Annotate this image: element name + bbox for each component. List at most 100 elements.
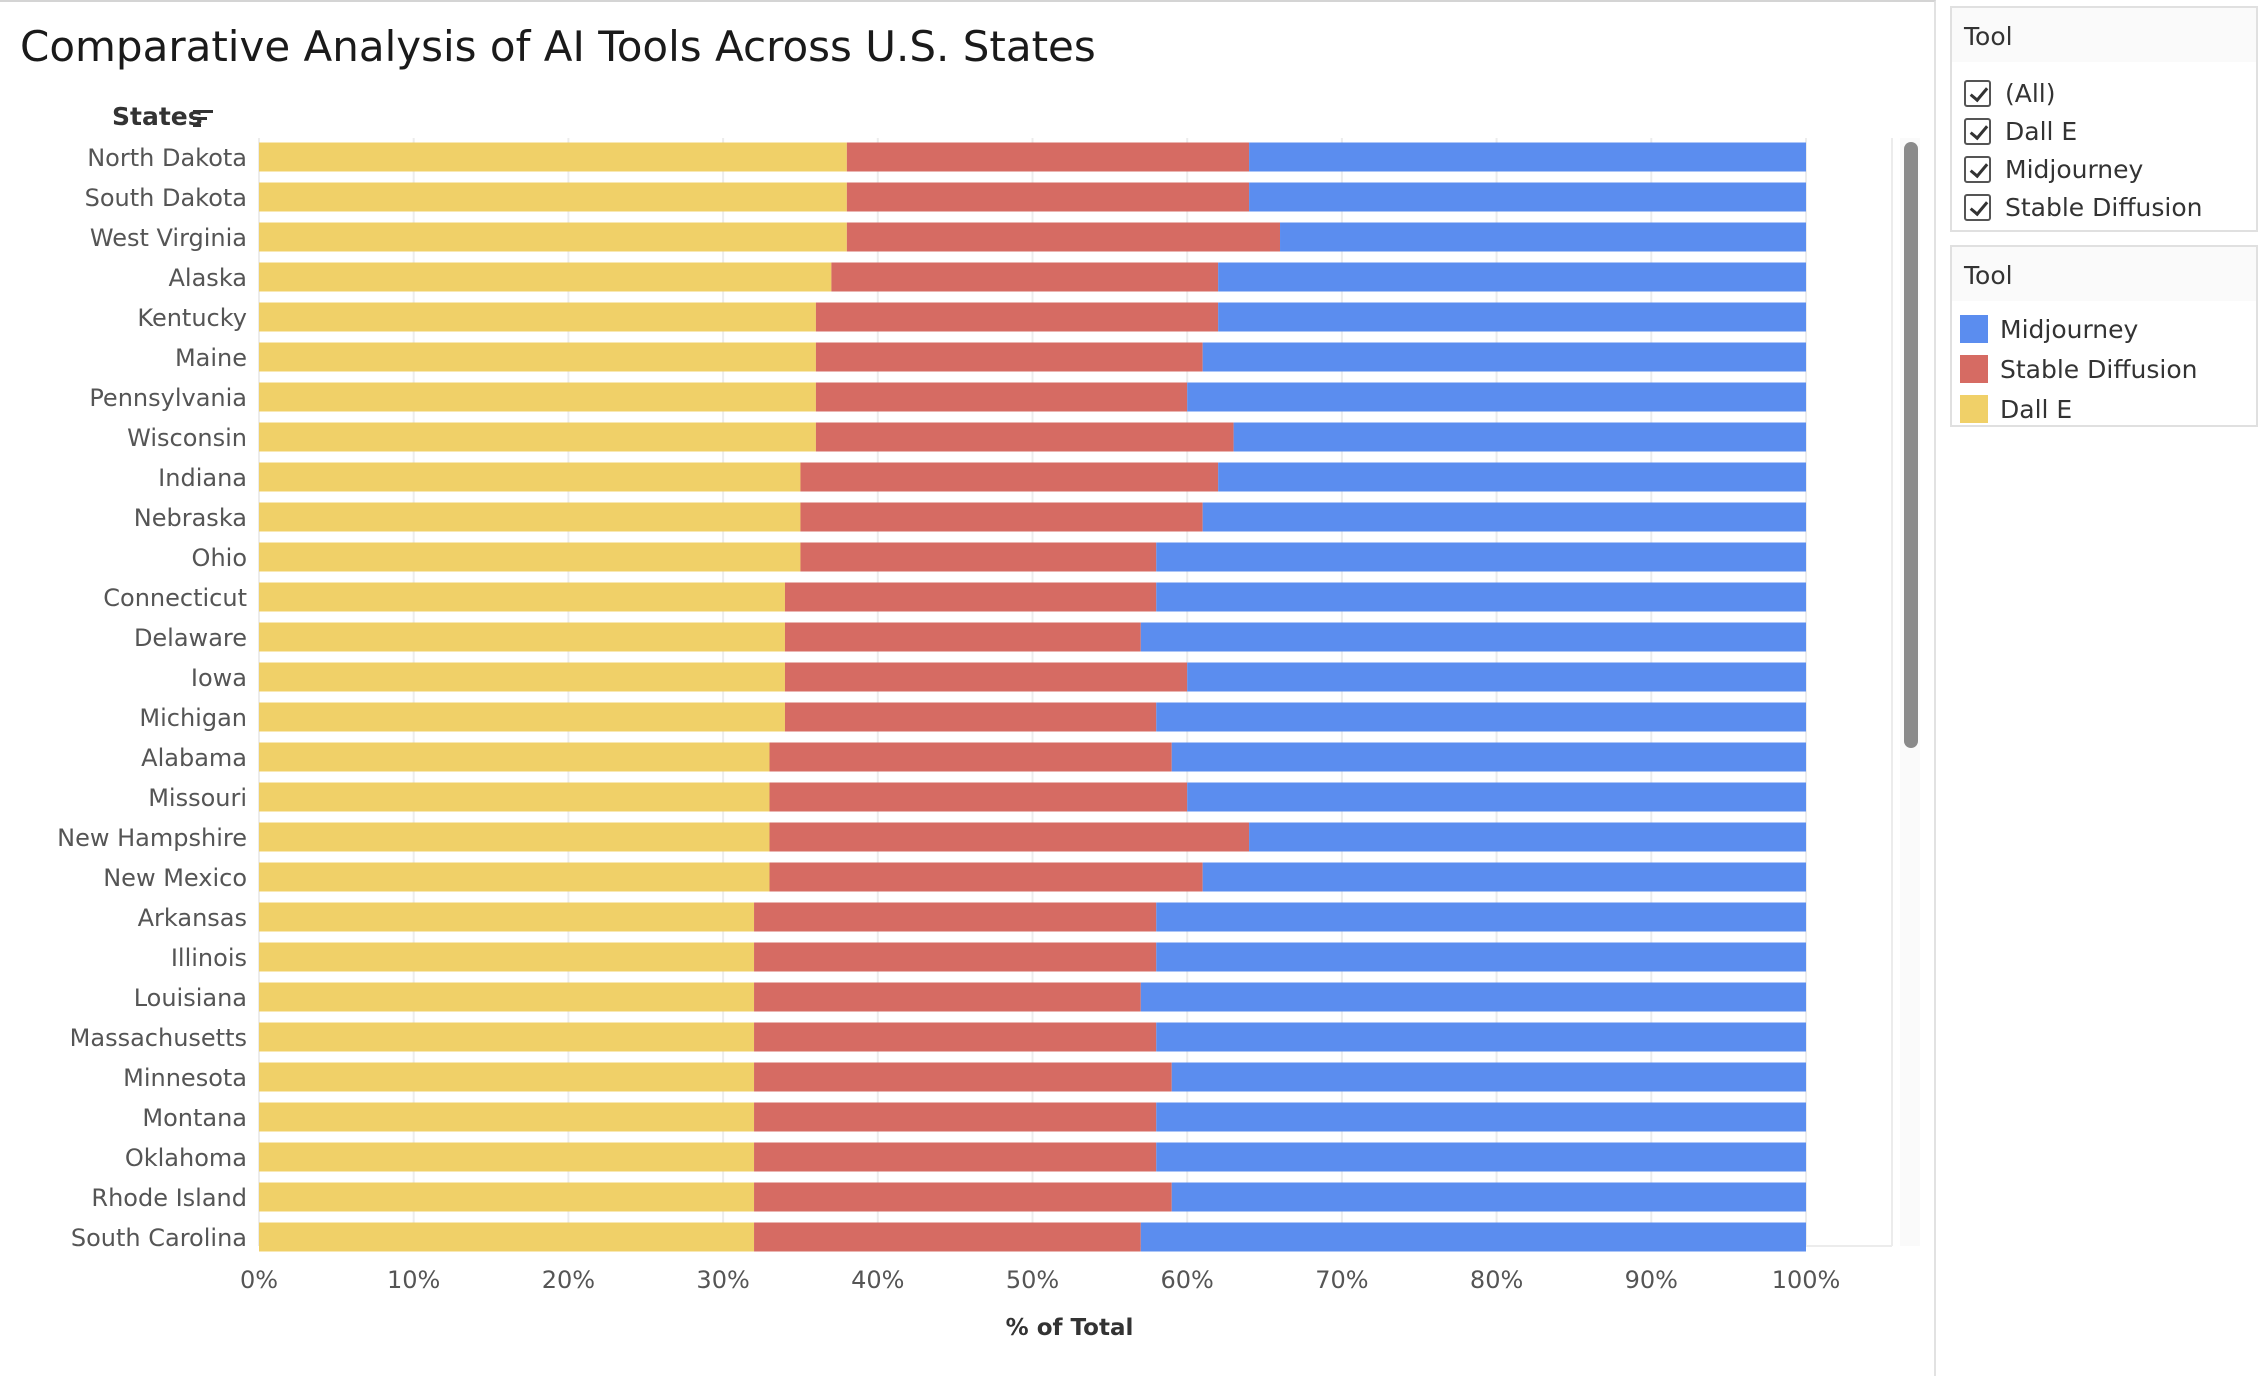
bar-segment[interactable] xyxy=(259,942,755,972)
bar-segment[interactable] xyxy=(846,142,1250,172)
row-field-header[interactable]: States xyxy=(112,102,203,131)
bar-segment[interactable] xyxy=(769,742,1172,772)
state-label[interactable]: Pennsylvania xyxy=(89,384,247,412)
bar-segment[interactable] xyxy=(1202,342,1806,372)
checkbox-checked-icon[interactable] xyxy=(1964,117,1991,145)
bar-segment[interactable] xyxy=(259,702,785,732)
bar-segment[interactable] xyxy=(754,982,1141,1012)
bar-segment[interactable] xyxy=(259,622,785,652)
state-label[interactable]: Delaware xyxy=(134,624,247,652)
state-label[interactable]: Iowa xyxy=(191,664,247,692)
bar-segment[interactable] xyxy=(1156,942,1806,972)
bar-segment[interactable] xyxy=(754,942,1157,972)
bar-segment[interactable] xyxy=(1218,462,1806,492)
filter-option-all[interactable]: (All) xyxy=(1952,74,2256,112)
state-label[interactable]: Ohio xyxy=(192,544,247,572)
state-label[interactable]: Wisconsin xyxy=(127,424,247,452)
bar-segment[interactable] xyxy=(815,302,1219,332)
state-label[interactable]: West Virginia xyxy=(90,224,247,252)
filter-option-midjourney[interactable]: Midjourney xyxy=(1952,150,2256,188)
bar-segment[interactable] xyxy=(259,582,785,612)
bar-segment[interactable] xyxy=(800,462,1219,492)
legend-item-dall-e[interactable]: Dall E xyxy=(1952,389,2256,429)
bar-segment[interactable] xyxy=(1156,582,1806,612)
filter-option-stable-diffusion[interactable]: Stable Diffusion xyxy=(1952,188,2256,226)
bar-segment[interactable] xyxy=(1156,702,1806,732)
bar-segment[interactable] xyxy=(259,542,801,572)
checkbox-checked-icon[interactable] xyxy=(1964,155,1991,183)
bar-segment[interactable] xyxy=(259,462,801,492)
bar-segment[interactable] xyxy=(259,502,801,532)
bar-segment[interactable] xyxy=(259,182,847,212)
state-label[interactable]: Illinois xyxy=(171,944,247,972)
state-label[interactable]: Oklahoma xyxy=(125,1144,247,1172)
bar-segment[interactable] xyxy=(259,1142,755,1172)
bar-segment[interactable] xyxy=(1156,902,1806,932)
bar-segment[interactable] xyxy=(754,1142,1157,1172)
bar-segment[interactable] xyxy=(259,1222,755,1252)
bar-segment[interactable] xyxy=(769,822,1250,852)
bar-segment[interactable] xyxy=(259,742,770,772)
state-label[interactable]: Alabama xyxy=(141,744,247,772)
bar-segment[interactable] xyxy=(754,1062,1172,1092)
bar-segment[interactable] xyxy=(784,622,1141,652)
bar-segment[interactable] xyxy=(846,222,1281,252)
bar-segment[interactable] xyxy=(1202,862,1806,892)
state-label[interactable]: Louisiana xyxy=(134,984,247,1012)
bar-segment[interactable] xyxy=(259,422,816,452)
bar-segment[interactable] xyxy=(1187,782,1806,812)
bar-segment[interactable] xyxy=(1187,382,1806,412)
bar-segment[interactable] xyxy=(1156,1022,1806,1052)
checkbox-checked-icon[interactable] xyxy=(1964,193,1991,221)
state-label[interactable]: New Hampshire xyxy=(57,824,247,852)
bar-segment[interactable] xyxy=(800,502,1203,532)
checkbox-checked-icon[interactable] xyxy=(1964,79,1991,107)
state-label[interactable]: Michigan xyxy=(139,704,247,732)
bar-segment[interactable] xyxy=(259,302,816,332)
state-label[interactable]: Connecticut xyxy=(103,584,247,612)
bar-segment[interactable] xyxy=(1156,1102,1806,1132)
bar-segment[interactable] xyxy=(815,422,1234,452)
bar-segment[interactable] xyxy=(800,542,1157,572)
bar-segment[interactable] xyxy=(1249,822,1806,852)
bar-segment[interactable] xyxy=(1171,1182,1806,1212)
state-label[interactable]: Rhode Island xyxy=(91,1184,247,1212)
state-label[interactable]: Indiana xyxy=(158,464,247,492)
bar-segment[interactable] xyxy=(259,982,755,1012)
bar-segment[interactable] xyxy=(259,1182,755,1212)
state-label[interactable]: Montana xyxy=(142,1104,247,1132)
bar-segment[interactable] xyxy=(259,662,785,692)
bar-segment[interactable] xyxy=(259,342,816,372)
bar-segment[interactable] xyxy=(259,862,770,892)
filter-option-dall-e[interactable]: Dall E xyxy=(1952,112,2256,150)
scrollbar-thumb[interactable] xyxy=(1904,142,1918,748)
bar-segment[interactable] xyxy=(259,262,832,292)
bar-segment[interactable] xyxy=(259,1102,755,1132)
state-label[interactable]: North Dakota xyxy=(87,144,247,172)
bar-segment[interactable] xyxy=(831,262,1219,292)
bar-segment[interactable] xyxy=(1171,742,1806,772)
bar-segment[interactable] xyxy=(754,1102,1157,1132)
state-label[interactable]: Alaska xyxy=(169,264,247,292)
legend-item-stable-diffusion[interactable]: Stable Diffusion xyxy=(1952,349,2256,389)
bar-segment[interactable] xyxy=(815,342,1203,372)
bar-segment[interactable] xyxy=(754,1022,1157,1052)
bar-segment[interactable] xyxy=(259,142,847,172)
bar-segment[interactable] xyxy=(1202,502,1806,532)
state-label[interactable]: South Carolina xyxy=(71,1224,247,1252)
bar-segment[interactable] xyxy=(1280,222,1806,252)
bar-segment[interactable] xyxy=(259,902,755,932)
bar-segment[interactable] xyxy=(784,702,1157,732)
bar-segment[interactable] xyxy=(1187,662,1806,692)
bar-segment[interactable] xyxy=(1156,1142,1806,1172)
bar-segment[interactable] xyxy=(1249,182,1806,212)
state-label[interactable]: Nebraska xyxy=(134,504,247,532)
bar-segment[interactable] xyxy=(754,1182,1172,1212)
bar-segment[interactable] xyxy=(1249,142,1806,172)
bar-segment[interactable] xyxy=(1156,542,1806,572)
bar-segment[interactable] xyxy=(259,822,770,852)
bar-segment[interactable] xyxy=(769,862,1203,892)
bar-segment[interactable] xyxy=(1140,982,1806,1012)
bar-segment[interactable] xyxy=(1233,422,1806,452)
bar-segment[interactable] xyxy=(1218,302,1806,332)
